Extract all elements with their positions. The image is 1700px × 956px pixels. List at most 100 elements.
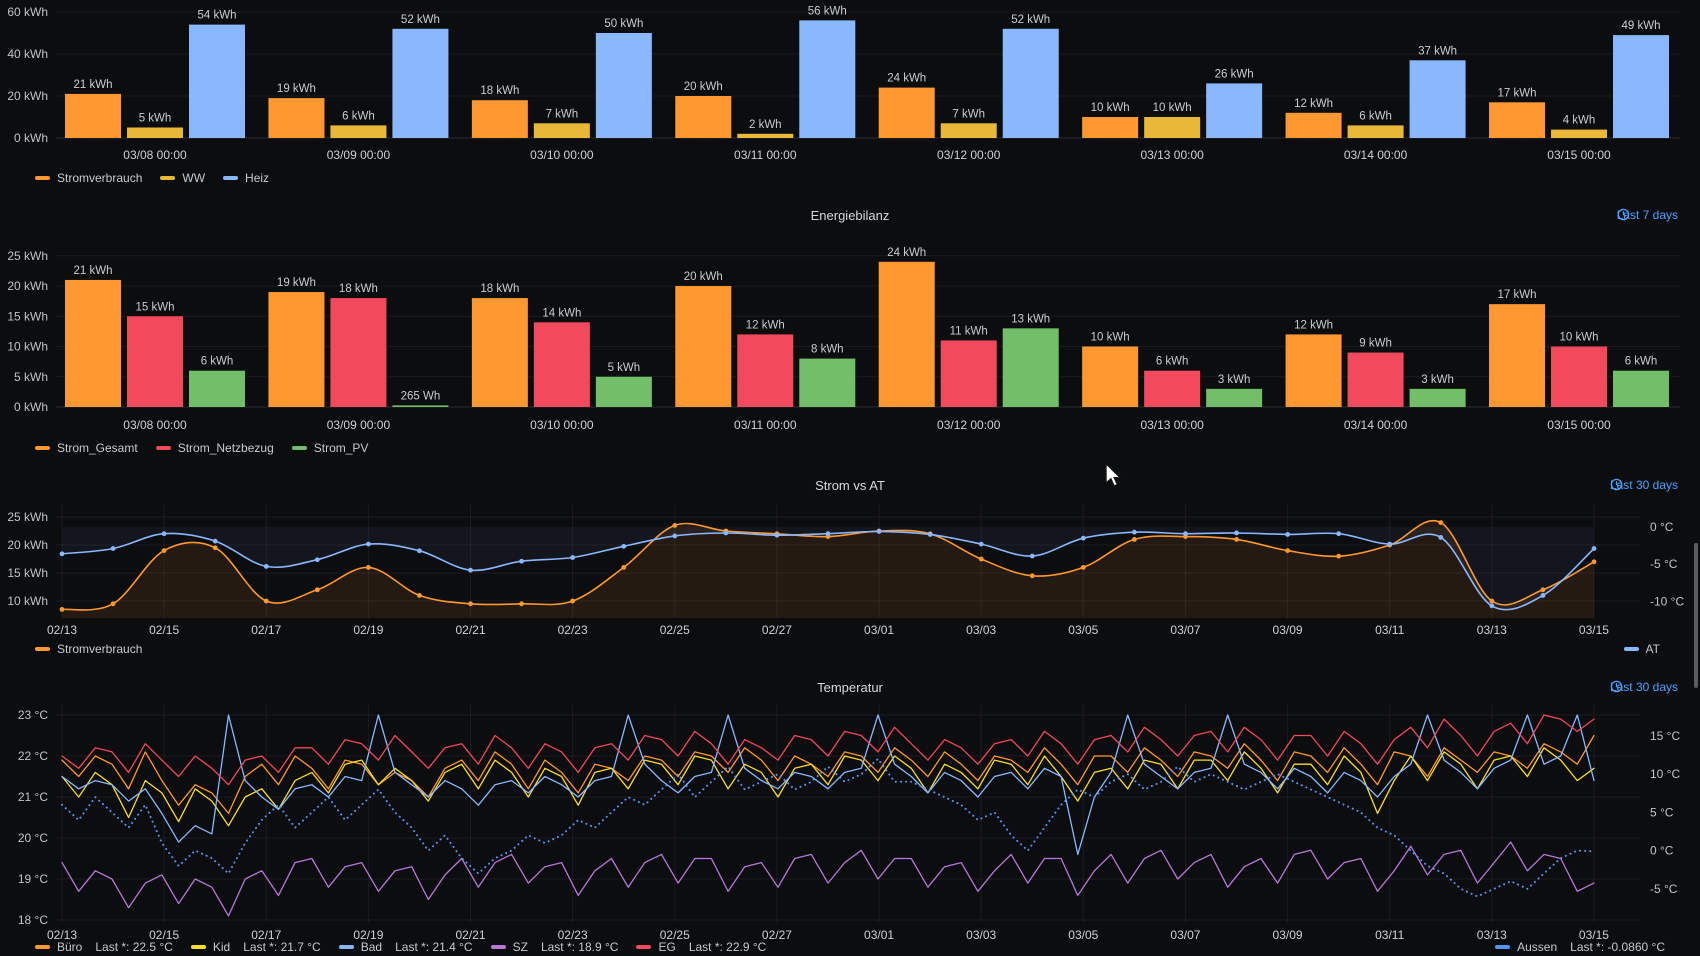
energiebilanz-header: Energiebilanz Last 7 days <box>0 207 1700 224</box>
svg-text:0 kWh: 0 kWh <box>14 400 48 414</box>
legend-label: Aussen <box>1517 940 1558 954</box>
legend-label: Stromverbrauch <box>57 171 143 185</box>
time-range-button-strom-vs-at[interactable]: Last 30 days <box>1610 478 1678 493</box>
svg-text:03/14 00:00: 03/14 00:00 <box>1344 148 1408 162</box>
svg-text:18 kWh: 18 kWh <box>480 283 519 295</box>
svg-text:4 kWh: 4 kWh <box>1563 115 1596 127</box>
svg-text:03/11 00:00: 03/11 00:00 <box>734 148 797 162</box>
svg-text:20 kWh: 20 kWh <box>7 279 48 293</box>
svg-text:02/15: 02/15 <box>149 623 179 637</box>
mouse-cursor <box>1105 464 1122 487</box>
scrollbar-thumb[interactable] <box>1694 543 1698 688</box>
svg-text:03/09: 03/09 <box>1273 623 1303 637</box>
legend-item-WW[interactable]: WW <box>160 171 205 185</box>
svg-text:49 kWh: 49 kWh <box>1622 20 1661 32</box>
time-range-label: Last 30 days <box>1609 478 1678 492</box>
svg-text:6 kWh: 6 kWh <box>342 110 375 122</box>
legend-item-Stromverbrauch[interactable]: Stromverbrauch <box>35 642 142 656</box>
svg-text:03/09 00:00: 03/09 00:00 <box>327 148 391 162</box>
legend-item-Strom_Netzbezug[interactable]: Strom_Netzbezug <box>155 441 274 455</box>
legend-energiebilanz: Strom_Gesamt Strom_Netzbezug Strom_PV <box>35 441 368 455</box>
legend-item-Büro[interactable]: Büro Last *: 22.5 °C <box>35 940 173 954</box>
svg-text:24 kWh: 24 kWh <box>887 247 926 259</box>
svg-text:02/17: 02/17 <box>251 623 281 637</box>
legend-color-mark <box>35 647 50 651</box>
legend-label: Kid <box>212 940 231 954</box>
legend-color-mark <box>1495 945 1511 949</box>
svg-text:37 kWh: 37 kWh <box>1418 45 1457 57</box>
svg-text:03/11 00:00: 03/11 00:00 <box>734 418 797 432</box>
svg-text:54 kWh: 54 kWh <box>198 10 237 22</box>
svg-text:3 kWh: 3 kWh <box>1218 374 1251 386</box>
svg-text:7 kWh: 7 kWh <box>952 108 985 120</box>
svg-text:21 kWh: 21 kWh <box>74 79 113 91</box>
svg-text:12 kWh: 12 kWh <box>1294 319 1333 331</box>
svg-text:02/23: 02/23 <box>558 928 588 942</box>
legend-item-Bad[interactable]: Bad Last *: 21.4 °C <box>338 940 473 954</box>
svg-text:18 kWh: 18 kWh <box>480 85 519 97</box>
legend-label: Stromverbrauch <box>57 642 143 656</box>
svg-text:20 kWh: 20 kWh <box>684 81 723 93</box>
svg-text:03/10 00:00: 03/10 00:00 <box>530 148 594 162</box>
svg-text:0 °C: 0 °C <box>1650 520 1674 534</box>
svg-text:02/19: 02/19 <box>353 623 383 637</box>
svg-text:20 kWh: 20 kWh <box>7 89 48 103</box>
svg-text:25 kWh: 25 kWh <box>7 510 48 524</box>
legend-item-Strom_PV[interactable]: Strom_PV <box>291 441 368 455</box>
temperatur-chart[interactable]: 02/13 02/15 02/17 02/19 02/21 02/23 02/25 02/27… <box>18 705 1681 942</box>
panel-title-temperatur: Temperatur <box>817 680 883 695</box>
panel-title-energiebilanz: Energiebilanz <box>810 208 890 223</box>
legend-value: Last *: 21.7 °C <box>243 940 321 954</box>
svg-text:10 kWh: 10 kWh <box>1091 332 1130 344</box>
svg-text:14 kWh: 14 kWh <box>542 307 581 319</box>
legend-item-SZ[interactable]: SZ Last *: 18.9 °C <box>490 940 618 954</box>
svg-text:24 kWh: 24 kWh <box>887 73 926 85</box>
svg-text:03/09: 03/09 <box>1273 928 1303 942</box>
legend-item-EG[interactable]: EG Last *: 22.9 °C <box>636 940 766 954</box>
legend-item-Strom_Gesamt[interactable]: Strom_Gesamt <box>35 441 138 455</box>
svg-text:52 kWh: 52 kWh <box>1011 14 1050 26</box>
time-range-button-energiebilanz[interactable]: Last 7 days <box>1617 208 1678 223</box>
svg-text:02/23: 02/23 <box>558 623 588 637</box>
svg-text:03/08 00:00: 03/08 00:00 <box>123 418 187 432</box>
energiebilanz-chart[interactable]: 0 kWh 5 kWh 10 kWh 15 kWh 20 kWh 25 kWh 21 kWh… <box>7 247 1680 432</box>
svg-text:21 kWh: 21 kWh <box>74 265 113 277</box>
svg-text:12 kWh: 12 kWh <box>746 319 785 331</box>
svg-text:265 Wh: 265 Wh <box>401 390 441 402</box>
legend-item-AT[interactable]: AT <box>1623 642 1660 656</box>
legend-item-Heiz[interactable]: Heiz <box>223 171 269 185</box>
svg-text:17 kWh: 17 kWh <box>1498 289 1537 301</box>
svg-text:6 kWh: 6 kWh <box>1156 356 1189 368</box>
time-range-button-temperatur[interactable]: Last 30 days <box>1610 680 1678 695</box>
svg-text:19 kWh: 19 kWh <box>277 277 316 289</box>
svg-text:0 °C: 0 °C <box>1650 844 1674 858</box>
svg-text:6 kWh: 6 kWh <box>201 356 234 368</box>
legend-label: Strom_Netzbezug <box>177 441 274 455</box>
svg-text:03/05: 03/05 <box>1068 928 1098 942</box>
legend-item-Aussen[interactable]: Aussen Last *: -0.0860 °C <box>1495 940 1665 954</box>
legend-item-Stromverbrauch[interactable]: Stromverbrauch <box>35 171 142 185</box>
svg-text:50 kWh: 50 kWh <box>604 18 643 30</box>
legend-color-mark <box>338 945 354 949</box>
clock-icon <box>1617 208 1629 221</box>
svg-text:15 kWh: 15 kWh <box>7 566 48 580</box>
svg-text:10 kWh: 10 kWh <box>1560 332 1599 344</box>
legend-item-Kid[interactable]: Kid Last *: 21.7 °C <box>190 940 321 954</box>
svg-text:7 kWh: 7 kWh <box>546 108 579 120</box>
svg-text:18 °C: 18 °C <box>18 913 48 927</box>
legend-value: Last *: 22.5 °C <box>95 940 173 954</box>
legend-color-mark <box>35 176 50 180</box>
legend-label: Büro <box>57 940 83 954</box>
clock-icon <box>1610 478 1623 491</box>
legend-color-mark <box>190 945 206 949</box>
legend-color-mark <box>1623 647 1639 651</box>
svg-text:03/15 00:00: 03/15 00:00 <box>1547 418 1611 432</box>
svg-text:60 kWh: 60 kWh <box>7 5 48 19</box>
strom-vs-at-chart[interactable]: 02/13 02/15 02/17 02/19 02/21 02/23 02/25 02/27… <box>7 505 1684 637</box>
svg-text:5 °C: 5 °C <box>1650 805 1674 819</box>
svg-text:20 kWh: 20 kWh <box>684 271 723 283</box>
svg-text:03/10 00:00: 03/10 00:00 <box>530 418 594 432</box>
svg-text:22 °C: 22 °C <box>18 749 48 763</box>
legend-temperatur-left: Büro Last *: 22.5 °C Kid Last *: 21.7 °C Bad… <box>35 940 766 954</box>
energy-day-bars-chart[interactable]: 0 kWh 20 kWh 40 kWh 60 kWh 21 kWh 19 kWh 18 kW… <box>7 5 1680 162</box>
